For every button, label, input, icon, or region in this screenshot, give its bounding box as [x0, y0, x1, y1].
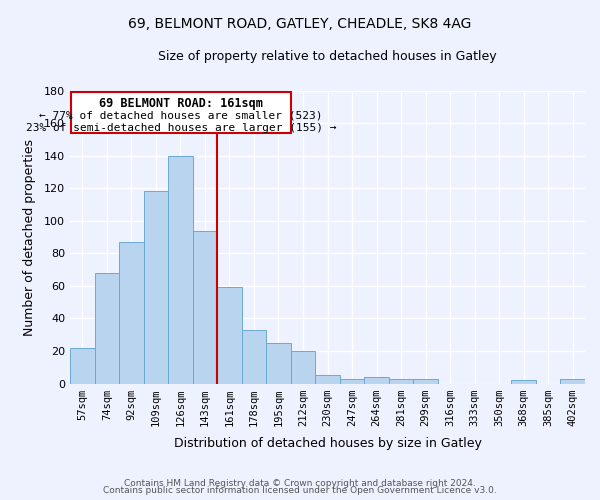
- Bar: [266, 343, 291, 384]
- Bar: [364, 377, 389, 384]
- Text: ← 77% of detached houses are smaller (523): ← 77% of detached houses are smaller (52…: [39, 110, 323, 120]
- Text: Contains public sector information licensed under the Open Government Licence v3: Contains public sector information licen…: [103, 486, 497, 495]
- Bar: [95, 273, 119, 384]
- Bar: [70, 348, 95, 384]
- X-axis label: Distribution of detached houses by size in Gatley: Distribution of detached houses by size …: [173, 437, 481, 450]
- Bar: [217, 288, 242, 384]
- Bar: [413, 378, 438, 384]
- Bar: [193, 230, 217, 384]
- Bar: [242, 330, 266, 384]
- Text: 23% of semi-detached houses are larger (155) →: 23% of semi-detached houses are larger (…: [26, 123, 336, 133]
- Bar: [315, 376, 340, 384]
- Bar: [340, 378, 364, 384]
- Bar: [143, 192, 168, 384]
- Bar: [119, 242, 143, 384]
- Text: 69 BELMONT ROAD: 161sqm: 69 BELMONT ROAD: 161sqm: [99, 97, 263, 110]
- Bar: [389, 378, 413, 384]
- Text: 69, BELMONT ROAD, GATLEY, CHEADLE, SK8 4AG: 69, BELMONT ROAD, GATLEY, CHEADLE, SK8 4…: [128, 18, 472, 32]
- Bar: [168, 156, 193, 384]
- FancyBboxPatch shape: [71, 92, 291, 133]
- Title: Size of property relative to detached houses in Gatley: Size of property relative to detached ho…: [158, 50, 497, 63]
- Bar: [560, 378, 585, 384]
- Text: Contains HM Land Registry data © Crown copyright and database right 2024.: Contains HM Land Registry data © Crown c…: [124, 478, 476, 488]
- Bar: [511, 380, 536, 384]
- Y-axis label: Number of detached properties: Number of detached properties: [23, 138, 36, 336]
- Bar: [291, 351, 315, 384]
